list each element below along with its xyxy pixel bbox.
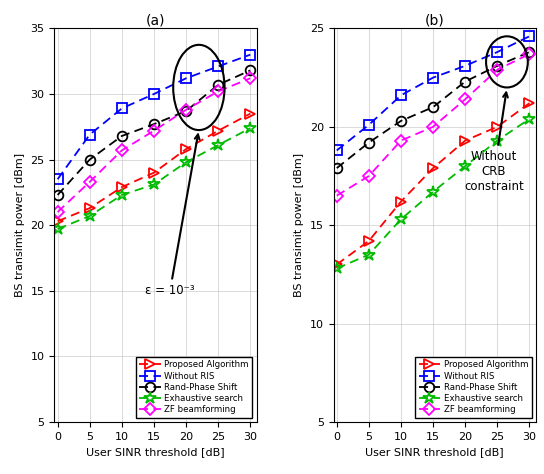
Proposed Algorithm	[215, 128, 221, 134]
ZF beamforming	[247, 75, 254, 81]
Text: ε = 10⁻³: ε = 10⁻³	[145, 135, 200, 297]
Rand-Phase Shift	[462, 79, 468, 84]
Title: (b): (b)	[425, 13, 444, 27]
ZF beamforming	[333, 193, 340, 199]
Line: Exhaustive search: Exhaustive search	[331, 113, 536, 274]
ZF beamforming	[86, 179, 93, 185]
Without RIS	[86, 132, 93, 137]
Rand-Phase Shift	[183, 108, 189, 114]
Rand-Phase Shift	[398, 118, 404, 124]
ZF beamforming	[398, 138, 404, 144]
Exhaustive search	[54, 226, 61, 232]
Line: ZF beamforming: ZF beamforming	[332, 50, 534, 200]
Without RIS	[462, 63, 468, 69]
ZF beamforming	[183, 107, 189, 113]
Exhaustive search	[119, 192, 125, 198]
Rand-Phase Shift	[86, 157, 93, 163]
X-axis label: User SINR threshold [dB]: User SINR threshold [dB]	[366, 447, 504, 457]
Without RIS	[54, 176, 61, 182]
Proposed Algorithm	[119, 184, 125, 190]
Exhaustive search	[494, 138, 500, 144]
Exhaustive search	[462, 163, 468, 169]
Proposed Algorithm	[54, 219, 61, 224]
Line: Without RIS: Without RIS	[53, 50, 255, 184]
Rand-Phase Shift	[247, 68, 254, 73]
Rand-Phase Shift	[119, 133, 125, 139]
Rand-Phase Shift	[430, 104, 436, 110]
Line: Without RIS: Without RIS	[332, 31, 534, 155]
Without RIS	[151, 91, 157, 97]
Text: Without
CRB
constraint: Without CRB constraint	[464, 92, 524, 193]
ZF beamforming	[151, 128, 157, 134]
Without RIS	[430, 75, 436, 81]
Exhaustive search	[366, 252, 372, 257]
Proposed Algorithm	[398, 199, 404, 204]
ZF beamforming	[54, 209, 61, 215]
Rand-Phase Shift	[54, 192, 61, 198]
Proposed Algorithm	[462, 138, 468, 144]
Without RIS	[215, 64, 221, 69]
Exhaustive search	[333, 265, 340, 271]
Without RIS	[183, 75, 189, 81]
Exhaustive search	[398, 217, 404, 222]
Without RIS	[526, 34, 533, 39]
Exhaustive search	[151, 182, 157, 187]
Proposed Algorithm	[247, 111, 254, 117]
Line: Exhaustive search: Exhaustive search	[51, 122, 257, 235]
X-axis label: User SINR threshold [dB]: User SINR threshold [dB]	[86, 447, 225, 457]
Y-axis label: BS transimit power [dBm]: BS transimit power [dBm]	[294, 153, 304, 297]
Exhaustive search	[247, 125, 254, 131]
Line: Rand-Phase Shift: Rand-Phase Shift	[332, 47, 534, 173]
Exhaustive search	[215, 142, 221, 148]
Exhaustive search	[183, 159, 189, 165]
Without RIS	[398, 92, 404, 98]
Proposed Algorithm	[430, 165, 436, 171]
Proposed Algorithm	[526, 100, 533, 106]
Line: Proposed Algorithm: Proposed Algorithm	[53, 109, 255, 226]
Line: Rand-Phase Shift: Rand-Phase Shift	[53, 65, 255, 200]
ZF beamforming	[526, 51, 533, 57]
Without RIS	[494, 49, 500, 55]
Line: Proposed Algorithm: Proposed Algorithm	[332, 98, 534, 269]
Y-axis label: BS transimit power [dBm]: BS transimit power [dBm]	[15, 153, 25, 297]
Exhaustive search	[526, 116, 533, 122]
Proposed Algorithm	[494, 124, 500, 129]
Proposed Algorithm	[333, 262, 340, 267]
Proposed Algorithm	[86, 205, 93, 211]
Exhaustive search	[430, 189, 436, 194]
Title: (a): (a)	[146, 13, 165, 27]
Rand-Phase Shift	[526, 49, 533, 55]
Legend: Proposed Algorithm, Without RIS, Rand-Phase Shift, Exhaustive search, ZF beamfor: Proposed Algorithm, Without RIS, Rand-Ph…	[136, 357, 252, 418]
Without RIS	[333, 147, 340, 153]
Rand-Phase Shift	[494, 63, 500, 69]
ZF beamforming	[215, 89, 221, 94]
Proposed Algorithm	[366, 238, 372, 244]
Without RIS	[366, 122, 372, 128]
ZF beamforming	[462, 96, 468, 102]
Exhaustive search	[86, 213, 93, 219]
Rand-Phase Shift	[333, 165, 340, 171]
Proposed Algorithm	[151, 170, 157, 175]
Line: ZF beamforming: ZF beamforming	[53, 74, 255, 216]
Rand-Phase Shift	[151, 121, 157, 127]
Without RIS	[247, 52, 254, 57]
ZF beamforming	[430, 124, 436, 129]
ZF beamforming	[119, 147, 125, 153]
ZF beamforming	[494, 67, 500, 73]
Proposed Algorithm	[183, 146, 189, 152]
Rand-Phase Shift	[366, 140, 372, 146]
Rand-Phase Shift	[215, 82, 221, 88]
Legend: Proposed Algorithm, Without RIS, Rand-Phase Shift, Exhaustive search, ZF beamfor: Proposed Algorithm, Without RIS, Rand-Ph…	[415, 357, 531, 418]
ZF beamforming	[366, 173, 372, 179]
Without RIS	[119, 106, 125, 111]
